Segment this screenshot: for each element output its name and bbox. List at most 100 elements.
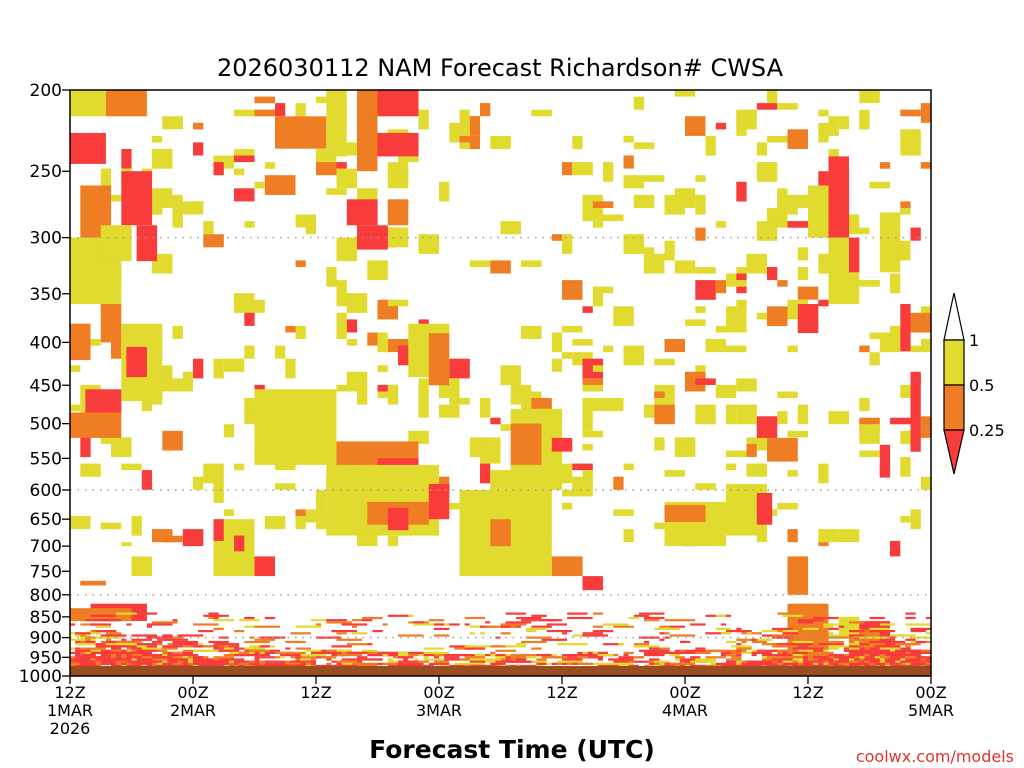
boundary-layer-cell — [813, 662, 839, 665]
heatmap-cell — [121, 463, 142, 471]
heatmap-cell — [182, 529, 204, 547]
boundary-layer-cell — [690, 623, 706, 626]
boundary-layer-cell — [326, 658, 332, 661]
heatmap-cell — [879, 162, 891, 169]
heatmap-cell — [890, 273, 901, 294]
heatmap-cell — [613, 476, 624, 490]
boundary-layer-cell — [249, 636, 255, 639]
boundary-layer-cell — [695, 647, 706, 650]
boundary-layer-cell — [152, 621, 178, 624]
boundary-layer-cell — [854, 640, 860, 644]
boundary-layer-cell — [526, 630, 537, 633]
heatmap-cell — [152, 149, 173, 169]
boundary-layer-cell — [146, 625, 152, 628]
boundary-layer-cell — [433, 623, 450, 626]
heatmap-cell — [726, 280, 747, 287]
boundary-layer-cell — [480, 632, 486, 635]
boundary-layer-cell — [326, 621, 352, 624]
heatmap-cell — [787, 129, 808, 149]
heatmap-cell — [797, 267, 809, 281]
boundary-layer-cell — [592, 662, 609, 665]
boundary-layer-cell — [756, 649, 778, 652]
heatmap-cell — [746, 443, 757, 457]
heatmap-cell — [418, 234, 439, 254]
boundary-layer-cell — [95, 630, 117, 633]
boundary-layer-cell — [761, 630, 788, 633]
heatmap-cell — [644, 175, 665, 182]
boundary-layer-cell — [464, 616, 486, 620]
heatmap-cell — [736, 404, 757, 425]
heatmap-cell — [828, 411, 849, 425]
boundary-layer-cell — [767, 656, 793, 659]
boundary-layer-cell — [495, 654, 506, 657]
heatmap-cell — [726, 312, 747, 333]
heatmap-cell — [562, 325, 583, 333]
boundary-layer-cell — [679, 649, 685, 652]
colorbar-level-label: 0.25 — [969, 421, 1005, 440]
boundary-layer-cell — [505, 621, 532, 624]
colorbar-top-triangle — [943, 292, 965, 341]
boundary-layer-cell — [720, 632, 732, 635]
boundary-layer-cell — [910, 662, 931, 665]
boundary-layer-cell — [556, 643, 583, 646]
boundary-layer-cell — [95, 658, 111, 661]
y-tick-label: 450 — [30, 376, 62, 396]
boundary-layer-cell — [910, 660, 916, 663]
boundary-layer-cell — [234, 662, 255, 665]
boundary-layer-cell — [285, 647, 291, 650]
heatmap-cell — [295, 509, 306, 523]
heatmap-region — [490, 519, 511, 547]
heatmap-cell — [408, 430, 429, 444]
boundary-layer-cell — [890, 636, 896, 639]
heatmap-cell — [551, 234, 563, 241]
boundary-layer-cell — [751, 651, 773, 654]
boundary-layer-cell — [464, 656, 486, 659]
heatmap-cell — [685, 116, 706, 136]
heatmap-cell — [336, 168, 357, 189]
heatmap-cell — [777, 502, 798, 510]
boundary-layer-cell — [890, 651, 906, 654]
boundary-layer-cell — [838, 658, 844, 661]
boundary-layer-cell — [828, 634, 839, 637]
boundary-layer-cell — [597, 654, 614, 657]
heatmap-cell — [234, 109, 255, 117]
boundary-layer-cell — [603, 643, 624, 646]
boundary-layer-cell — [398, 656, 414, 659]
heatmap-region — [100, 225, 132, 262]
heatmap-cell — [439, 404, 460, 418]
boundary-layer-cell — [587, 656, 598, 659]
boundary-layer-cell — [193, 654, 199, 657]
heatmap-cell — [459, 116, 480, 123]
heatmap-cell — [613, 306, 634, 326]
boundary-layer-cell — [597, 658, 603, 661]
boundary-layer-cell — [823, 625, 834, 628]
heatmap-cell — [111, 194, 132, 202]
boundary-layer-cell — [203, 658, 209, 661]
boundary-layer-cell — [80, 656, 86, 659]
heatmap-cell — [131, 516, 142, 536]
boundary-layer-cell — [746, 632, 752, 635]
boundary-layer-cell — [736, 647, 752, 650]
boundary-layer-cell — [162, 656, 178, 659]
boundary-layer-cell — [152, 654, 173, 657]
heatmap-cell — [623, 155, 634, 169]
heatmap-cell — [80, 463, 101, 477]
boundary-layer-cell — [280, 656, 286, 659]
boundary-layer-cell — [433, 656, 439, 659]
boundary-layer-cell — [295, 625, 322, 628]
boundary-layer-cell — [808, 656, 814, 659]
boundary-layer-cell — [664, 636, 670, 639]
boundary-layer-cell — [444, 658, 470, 661]
heatmap-region — [756, 416, 778, 438]
boundary-layer-cell — [131, 656, 137, 659]
boundary-layer-cell — [654, 660, 670, 663]
heatmap-cell — [459, 142, 470, 149]
x-tick-label: 12Z — [792, 683, 823, 702]
heatmap-cell — [695, 267, 716, 274]
boundary-layer-cell — [234, 649, 240, 652]
gridlines — [70, 236, 931, 639]
boundary-layer-cell — [121, 638, 127, 641]
heatmap-cell — [879, 332, 901, 353]
boundary-layer-cell — [234, 654, 260, 657]
heatmap-cell — [726, 463, 737, 471]
